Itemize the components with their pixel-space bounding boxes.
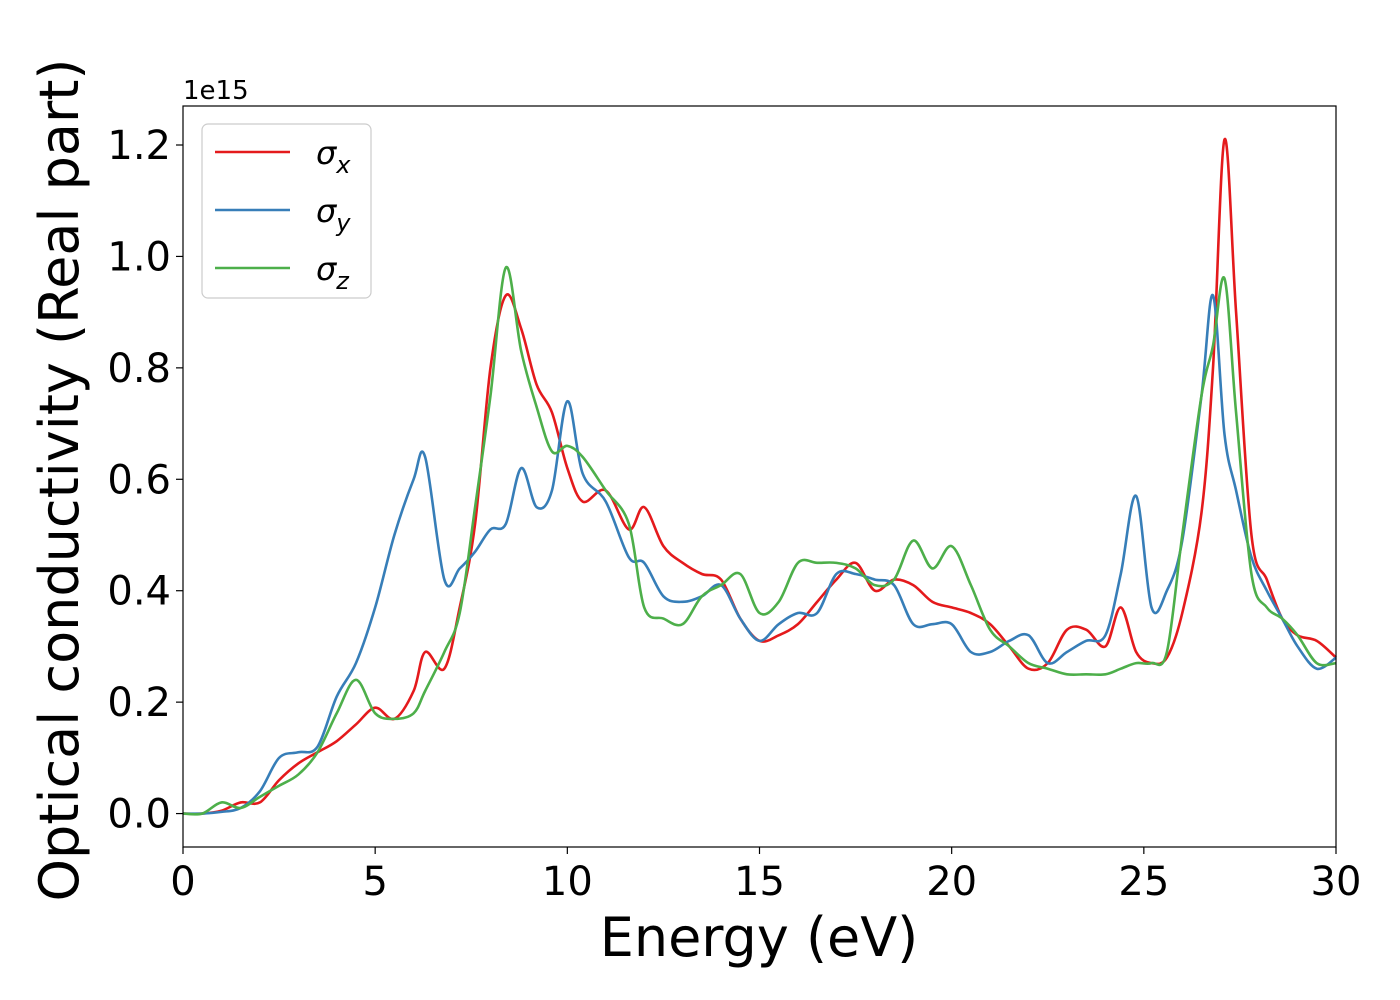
legend-label-y: σy [316, 192, 351, 237]
x-tick-label: 0 [170, 859, 195, 905]
y-axis-ticks: 0.0 0.2 0.4 0.6 0.8 1.0 1.2 [107, 123, 183, 838]
y-tick-label: 1.2 [107, 123, 171, 169]
x-tick-label: 5 [362, 859, 387, 905]
y-axis-offset-label: 1e15 [183, 76, 249, 106]
y-tick-label: 1.0 [107, 234, 171, 280]
series-line-z [182, 266, 1337, 816]
legend-label-x: σx [316, 134, 351, 179]
x-tick-label: 20 [926, 859, 977, 905]
x-tick-label: 10 [542, 859, 593, 905]
legend: σx σy σz [201, 123, 372, 299]
series-line-x [182, 137, 1337, 816]
x-tick-label: 25 [1118, 859, 1169, 905]
y-tick-label: 0.4 [107, 569, 171, 615]
y-axis-title: Optical conductivity (Real part) [28, 59, 91, 902]
y-tick-label: 0.8 [107, 346, 171, 392]
series-layer [182, 137, 1337, 816]
y-tick-label: 0.2 [107, 680, 171, 726]
x-tick-label: 30 [1311, 859, 1362, 905]
y-tick-label: 0.6 [107, 457, 171, 503]
y-tick-label: 0.0 [107, 792, 171, 838]
x-axis-title: Energy (eV) [600, 906, 919, 969]
legend-label-z: σz [316, 250, 350, 295]
x-tick-label: 15 [734, 859, 785, 905]
x-axis-ticks: 0 5 10 15 20 25 30 [170, 847, 1361, 905]
